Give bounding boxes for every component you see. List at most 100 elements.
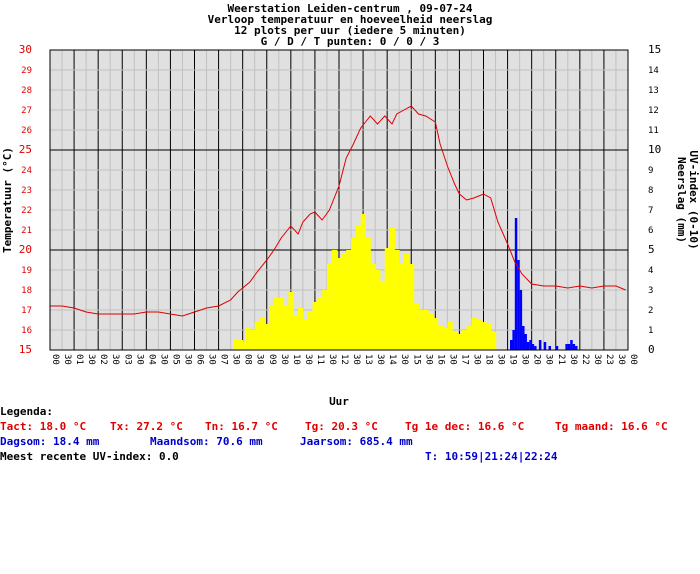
x-tick-sublabel: 30 xyxy=(207,354,217,365)
uv-bar xyxy=(351,238,357,350)
uv-bar xyxy=(418,310,424,350)
y-left-tick-label: 20 xyxy=(19,243,32,256)
rain-bar xyxy=(519,290,523,350)
rain-bar xyxy=(534,346,537,350)
x-tick-sublabel: 30 xyxy=(158,354,168,365)
rain-bar xyxy=(565,344,568,350)
x-tick-sublabel: 30 xyxy=(592,354,602,365)
rain-bar xyxy=(567,344,571,350)
rain-bar xyxy=(526,342,530,350)
axis-ticks: 1516171819202122232425262728293001234567… xyxy=(19,43,662,365)
uv-bar xyxy=(336,258,342,350)
uv-bar xyxy=(485,324,492,350)
legend: Legenda: Tact: 18.0 °C Tx: 27.2 °C Tn: 1… xyxy=(0,405,700,530)
uv-bar xyxy=(298,308,304,350)
x-tick-label: 17 xyxy=(459,354,469,365)
uv-bar xyxy=(242,342,246,350)
x-tick-sublabel: 30 xyxy=(62,354,72,365)
y-axis-left-label: Temperatuur (°C) xyxy=(1,147,14,253)
x-tick-label: 10 xyxy=(291,354,301,365)
uv-bar xyxy=(375,270,381,350)
legend-maandsom: Maandsom: 70.6 mm xyxy=(150,435,263,448)
y-right-tick-label: 11 xyxy=(648,126,659,136)
uv-bar xyxy=(307,312,314,350)
x-tick-label: 07 xyxy=(219,354,229,365)
legend-tg: Tg: 20.3 °C xyxy=(305,420,378,433)
chart-title-line: 12 plots per uur (iedere 5 minuten) xyxy=(234,24,466,37)
x-tick-sublabel: 30 xyxy=(351,354,361,365)
temperature-chart: Weerstation Leiden-centrum , 09-07-24Ver… xyxy=(1,2,700,408)
x-tick-label: 00 xyxy=(50,354,60,365)
uv-bar xyxy=(322,290,328,350)
x-tick-sublabel: 30 xyxy=(231,354,241,365)
y-right-tick-label: 9 xyxy=(648,166,653,176)
uv-bar xyxy=(457,334,463,350)
uv-bar xyxy=(476,320,482,350)
y-left-tick-label: 30 xyxy=(19,43,32,56)
uv-bar xyxy=(404,254,410,350)
rain-bar xyxy=(509,340,513,350)
chart-title-line: G / D / T punten: 0 / 0 / 3 xyxy=(261,35,440,48)
y-left-tick-label: 26 xyxy=(21,126,32,136)
legend-jaarsom: Jaarsom: 685.4 mm xyxy=(300,435,413,448)
y-left-tick-label: 28 xyxy=(21,86,32,96)
x-tick-label: 09 xyxy=(267,354,277,365)
y-left-tick-label: 19 xyxy=(21,266,32,276)
x-tick-label: 20 xyxy=(532,354,542,365)
chart-title-line: Weerstation Leiden-centrum , 09-07-24 xyxy=(227,2,472,15)
x-tick-sublabel: 30 xyxy=(423,354,433,365)
uv-bar xyxy=(312,302,318,350)
uv-bar xyxy=(245,328,251,350)
y-right-tick-label: 3 xyxy=(648,286,653,296)
x-tick-sublabel: 30 xyxy=(182,354,192,365)
rain-bar xyxy=(538,340,542,350)
rain-bar xyxy=(570,340,573,350)
y-right-tick-label: 10 xyxy=(648,143,661,156)
x-tick-sublabel: 30 xyxy=(568,354,578,365)
uv-bar xyxy=(379,282,386,350)
x-tick-label: 05 xyxy=(170,354,180,365)
x-tick-label: 22 xyxy=(580,354,590,365)
uv-bar xyxy=(355,226,362,350)
x-tick-sublabel: 30 xyxy=(86,354,96,365)
x-tick-label: 06 xyxy=(195,354,205,365)
y-right-tick-label: 5 xyxy=(648,243,655,256)
rain-bar xyxy=(512,330,515,350)
x-tick-label: 00 xyxy=(628,354,638,365)
uv-bar xyxy=(394,250,400,350)
x-tick-sublabel: 30 xyxy=(327,354,337,365)
uv-bar xyxy=(249,330,256,350)
legend-tg-dec: Tg 1e dec: 16.6 °C xyxy=(405,420,525,433)
uv-bar xyxy=(254,322,261,350)
legend-uv-recent: Meest recente UV-index: 0.0 xyxy=(0,450,179,463)
legend-tact: Tact: 18.0 °C xyxy=(0,420,87,433)
x-tick-sublabel: 30 xyxy=(303,354,313,365)
temperature-line xyxy=(50,105,626,317)
uv-bar xyxy=(264,324,270,350)
y-right-tick-label: 8 xyxy=(648,186,653,196)
uv-bar xyxy=(384,248,391,350)
uv-bar xyxy=(389,228,395,350)
rain-bar xyxy=(531,344,535,350)
y-left-tick-label: 25 xyxy=(19,143,32,156)
uv-bar xyxy=(442,328,448,350)
x-tick-label: 13 xyxy=(363,354,373,365)
legend-heading: Legenda: xyxy=(0,405,53,418)
uv-bar xyxy=(447,322,453,350)
legend-tg-maand: Tg maand: 16.6 °C xyxy=(555,420,668,433)
y-left-tick-label: 22 xyxy=(21,206,32,216)
y-axis-right2-label: UV-index (0-10) xyxy=(687,150,700,249)
y-left-tick-label: 16 xyxy=(21,326,32,336)
legend-times: T: 10:59|21:24|22:24 xyxy=(425,450,558,463)
y-left-tick-label: 18 xyxy=(21,286,32,296)
x-tick-sublabel: 30 xyxy=(496,354,506,365)
y-right-tick-label: 13 xyxy=(648,86,659,96)
legend-tx: Tx: 27.2 °C xyxy=(110,420,183,433)
y-axis-right-label: Neerslag (mm) xyxy=(675,157,688,243)
uv-bar xyxy=(269,306,275,350)
uv-bar xyxy=(293,316,299,350)
uv-bar xyxy=(317,298,323,350)
x-axis-label: Uur xyxy=(329,395,349,408)
uv-bar xyxy=(428,314,434,350)
rain-bar xyxy=(543,342,547,350)
